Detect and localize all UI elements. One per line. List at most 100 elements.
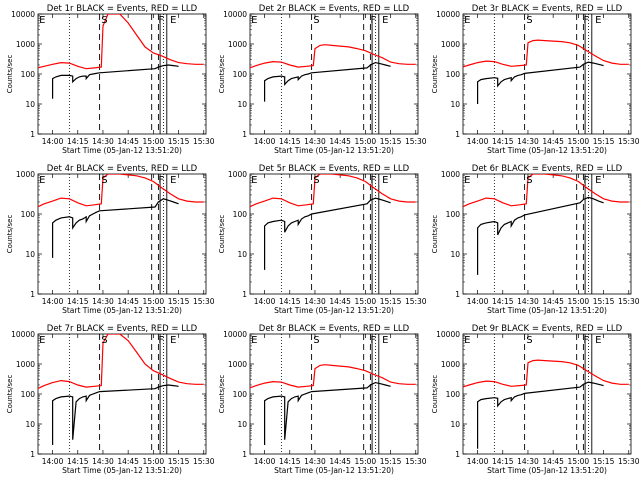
events-series-line <box>264 61 391 102</box>
chart-panel: Det 3r BLACK = Events, RED = LLD 1 10 100 10… <box>431 4 640 155</box>
chart-title: Det 5r BLACK = Events, RED = LLD <box>259 164 410 174</box>
y-tick-label: 1 <box>455 290 460 299</box>
events-series-line <box>264 381 391 445</box>
marker-s-label: S <box>313 335 319 346</box>
chart-panel: Det 9r BLACK = Events, RED = LLD 1 10 100 10… <box>431 324 640 475</box>
y-tick-label: 100 <box>21 210 36 219</box>
marker-s-label: S <box>101 175 107 186</box>
chart-title: Det 3r BLACK = Events, RED = LLD <box>472 4 623 14</box>
y-tick-label: 10000 <box>223 10 247 19</box>
y-tick-label: 10000 <box>11 10 35 19</box>
y-tick-label: 10 <box>25 100 35 109</box>
y-tick-label: 100 <box>446 390 461 399</box>
plot-frame <box>462 173 632 295</box>
x-tick-label: 15:15 <box>593 137 615 146</box>
chart-title: Det 8r BLACK = Events, RED = LLD <box>259 324 410 334</box>
y-tick-label: 1 <box>455 130 460 139</box>
plot-frame <box>37 173 207 295</box>
x-tick-label: 14:15 <box>67 457 89 466</box>
marker-s-label: S <box>313 15 319 26</box>
x-tick-label: 15:00 <box>568 457 590 466</box>
x-tick-label: 14:15 <box>492 137 514 146</box>
y-axis-label: Counts/sec <box>6 215 14 254</box>
x-axis-label: Start Time (05-Jan-12 13:51:20) <box>274 306 394 315</box>
x-tick-label: 14:15 <box>279 297 301 306</box>
x-tick-label: 15:00 <box>143 457 165 466</box>
marker-e1-label: E <box>39 175 45 186</box>
marker-e2-label: E <box>382 15 388 26</box>
x-tick-label: 15:00 <box>568 297 590 306</box>
y-tick-label: 100 <box>21 390 36 399</box>
y-tick-label: 10000 <box>11 330 35 339</box>
marker-f-label: F <box>370 15 376 26</box>
y-tick-label: 1 <box>242 130 247 139</box>
events-series-line <box>477 61 604 104</box>
y-tick-label: 1000 <box>16 170 35 179</box>
x-tick-label: 14:30 <box>92 457 114 466</box>
y-tick-label: 1000 <box>228 170 247 179</box>
marker-f-label: F <box>158 15 164 26</box>
marker-f-label: F <box>158 175 164 186</box>
marker-e1-label: E <box>464 335 470 346</box>
x-tick-label: 15:00 <box>143 297 165 306</box>
y-tick-label: 100 <box>446 70 461 79</box>
x-tick-label: 15:15 <box>168 457 190 466</box>
x-tick-label: 15:00 <box>568 137 590 146</box>
y-tick-label: 10 <box>237 420 247 429</box>
x-tick-label: 14:00 <box>42 457 64 466</box>
marker-s-label: S <box>526 175 532 186</box>
marker-e1-label: E <box>251 335 257 346</box>
marker-s-label: S <box>101 335 107 346</box>
x-tick-label: 14:45 <box>117 297 139 306</box>
y-axis-label: Counts/sec <box>6 55 14 94</box>
x-axis-label: Start Time (05-Jan-12 13:51:20) <box>487 146 607 155</box>
x-tick-label: 15:15 <box>380 457 402 466</box>
x-tick-label: 14:00 <box>42 297 64 306</box>
marker-e1-label: E <box>39 15 45 26</box>
marker-s-label: S <box>313 175 319 186</box>
x-tick-label: 14:45 <box>329 137 351 146</box>
marker-e2-label: E <box>595 175 601 186</box>
chart-panel: Det 8r BLACK = Events, RED = LLD 1 10 100 10… <box>218 324 427 475</box>
lld-series-line <box>250 174 416 208</box>
x-axis-label: Start Time (05-Jan-12 13:51:20) <box>487 466 607 475</box>
x-tick-label: 14:30 <box>304 297 326 306</box>
marker-f-label: F <box>370 335 376 346</box>
marker-f-label: F <box>583 15 589 26</box>
marker-e1-label: E <box>464 175 470 186</box>
x-tick-label: 14:00 <box>254 297 276 306</box>
x-tick-label: 14:00 <box>254 457 276 466</box>
x-tick-label: 14:45 <box>329 297 351 306</box>
marker-s-label: S <box>101 15 107 26</box>
lld-series-line <box>250 364 416 389</box>
y-tick-label: 1000 <box>228 40 247 49</box>
y-tick-label: 100 <box>21 70 36 79</box>
y-tick-label: 10 <box>450 420 460 429</box>
plot-frame <box>249 13 419 135</box>
x-tick-label: 14:45 <box>117 137 139 146</box>
x-tick-label: 15:30 <box>193 297 215 306</box>
y-tick-label: 1000 <box>228 360 247 369</box>
y-tick-label: 10000 <box>223 330 247 339</box>
lld-series-line <box>463 359 629 388</box>
x-tick-label: 15:15 <box>380 137 402 146</box>
y-tick-label: 1 <box>30 450 35 459</box>
y-tick-label: 1000 <box>16 40 35 49</box>
x-tick-label: 14:15 <box>67 297 89 306</box>
y-axis-label: Counts/sec <box>218 55 226 94</box>
x-tick-label: 14:30 <box>92 137 114 146</box>
x-tick-label: 15:30 <box>193 457 215 466</box>
x-axis-label: Start Time (05-Jan-12 13:51:20) <box>274 146 394 155</box>
chart-panel: Det 7r BLACK = Events, RED = LLD 1 10 100 10… <box>6 324 215 475</box>
y-axis-label: Counts/sec <box>6 375 14 414</box>
x-tick-label: 14:00 <box>42 137 64 146</box>
y-tick-label: 100 <box>233 390 248 399</box>
marker-f-label: F <box>370 175 376 186</box>
chart-title: Det 1r BLACK = Events, RED = LLD <box>47 4 198 14</box>
x-tick-label: 15:15 <box>593 457 615 466</box>
lld-series-line <box>38 334 204 390</box>
x-axis-label: Start Time (05-Jan-12 13:51:20) <box>62 146 182 155</box>
marker-e2-label: E <box>170 175 176 186</box>
events-series-line <box>477 381 604 449</box>
x-tick-label: 15:30 <box>618 297 640 306</box>
